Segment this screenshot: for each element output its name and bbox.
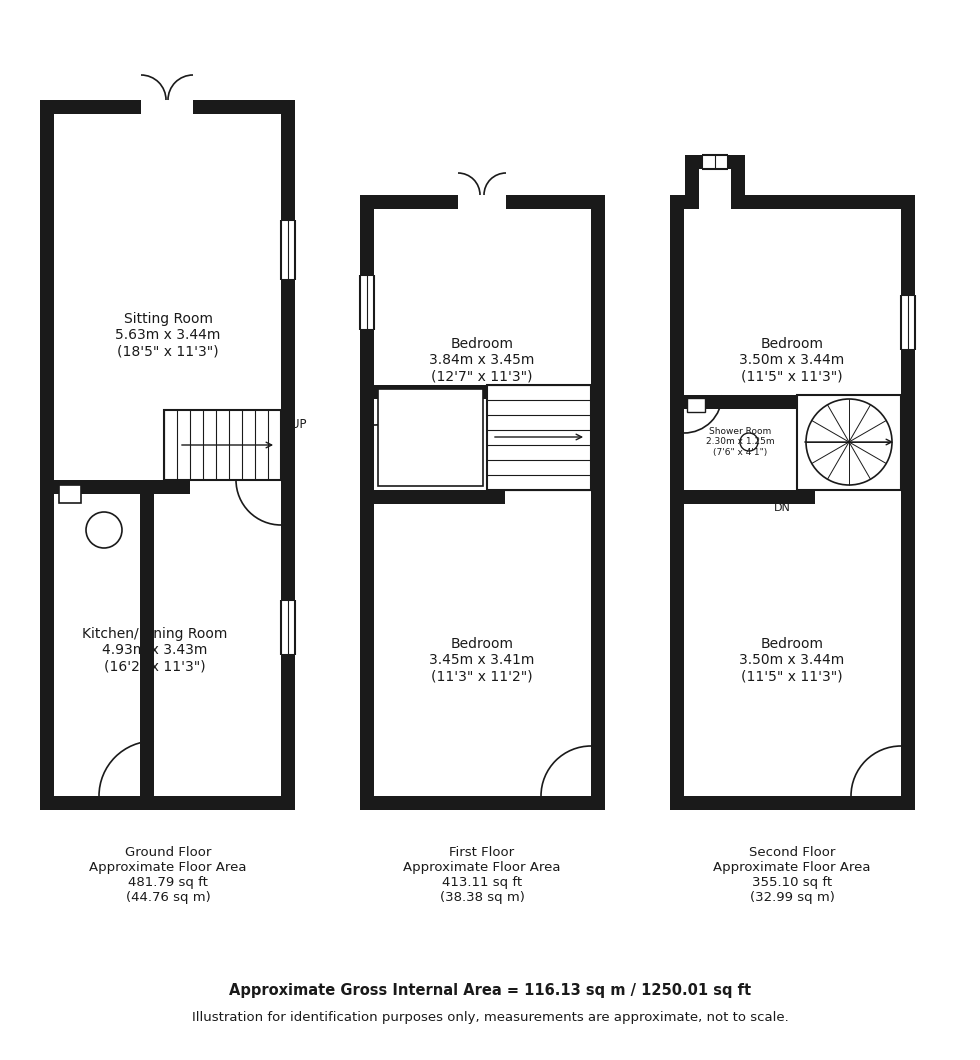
Bar	[281, 600, 295, 655]
Bar	[360, 385, 487, 399]
Text: Approximate Gross Internal Area = 116.13 sq m / 1250.01 sq ft: Approximate Gross Internal Area = 116.13…	[229, 983, 751, 997]
Bar	[702, 155, 728, 169]
Bar	[140, 480, 154, 796]
Text: UP: UP	[291, 419, 307, 431]
Bar	[378, 389, 483, 485]
Bar	[281, 100, 295, 810]
Text: DN: DN	[773, 504, 791, 513]
Text: Bedroom
3.50m x 3.44m
(11'5" x 11'3"): Bedroom 3.50m x 3.44m (11'5" x 11'3")	[739, 637, 845, 684]
Bar	[360, 195, 605, 209]
Text: Kitchen/Dining Room
4.93m x 3.43m
(16'2" x 11'3"): Kitchen/Dining Room 4.93m x 3.43m (16'2"…	[82, 626, 227, 673]
Bar	[670, 796, 915, 810]
Bar	[670, 195, 915, 209]
Text: Bedroom
3.50m x 3.44m
(11'5" x 11'3"): Bedroom 3.50m x 3.44m (11'5" x 11'3")	[739, 337, 845, 384]
Bar	[670, 490, 815, 504]
Text: Bedroom
3.45m x 3.41m
(11'3" x 11'2"): Bedroom 3.45m x 3.41m (11'3" x 11'2")	[429, 637, 535, 684]
Bar	[670, 395, 797, 409]
Bar	[699, 195, 731, 209]
Bar	[59, 485, 81, 504]
Bar	[54, 480, 154, 494]
Bar	[40, 796, 295, 810]
Bar	[591, 195, 605, 810]
Bar	[360, 195, 374, 810]
Text: UP: UP	[467, 400, 482, 410]
Text: Sitting Room
5.63m x 3.44m
(18'5" x 11'3"): Sitting Room 5.63m x 3.44m (18'5" x 11'3…	[116, 312, 220, 358]
Bar	[40, 100, 295, 114]
Bar	[797, 395, 901, 490]
Bar	[281, 220, 295, 280]
Text: Bedroom
3.84m x 3.45m
(12'7" x 11'3"): Bedroom 3.84m x 3.45m (12'7" x 11'3")	[429, 337, 535, 384]
Bar	[360, 796, 605, 810]
Bar	[193, 100, 201, 114]
Bar	[901, 195, 915, 810]
Bar	[685, 155, 699, 209]
Bar	[164, 410, 281, 480]
Text: Shower Room
2.30m x 1.25m
(7'6" x 4'1"): Shower Room 2.30m x 1.25m (7'6" x 4'1")	[706, 427, 774, 457]
Bar	[360, 275, 374, 330]
Text: DN: DN	[466, 425, 483, 435]
Bar	[670, 195, 684, 810]
Bar	[685, 155, 745, 169]
Bar	[687, 398, 705, 412]
Bar	[40, 100, 54, 810]
Bar	[133, 100, 141, 114]
Bar	[901, 295, 915, 350]
Text: First Floor
Approximate Floor Area
413.11 sq ft
(38.38 sq m): First Floor Approximate Floor Area 413.1…	[403, 846, 561, 904]
Bar	[487, 385, 591, 490]
Bar	[458, 195, 506, 209]
Text: Bathroom
2.30m x 1.70m
(7'6" x 5'6"): Bathroom 2.30m x 1.70m (7'6" x 5'6")	[398, 421, 472, 454]
Text: Illustration for identification purposes only, measurements are approximate, not: Illustration for identification purposes…	[192, 1011, 788, 1025]
Text: Second Floor
Approximate Floor Area
355.10 sq ft
(32.99 sq m): Second Floor Approximate Floor Area 355.…	[713, 846, 871, 904]
Bar	[141, 100, 193, 114]
Bar	[40, 480, 190, 494]
Bar	[451, 195, 458, 209]
Bar	[360, 490, 505, 504]
Bar	[731, 155, 745, 209]
Text: Ground Floor
Approximate Floor Area
481.79 sq ft
(44.76 sq m): Ground Floor Approximate Floor Area 481.…	[89, 846, 247, 904]
Bar	[506, 195, 513, 209]
